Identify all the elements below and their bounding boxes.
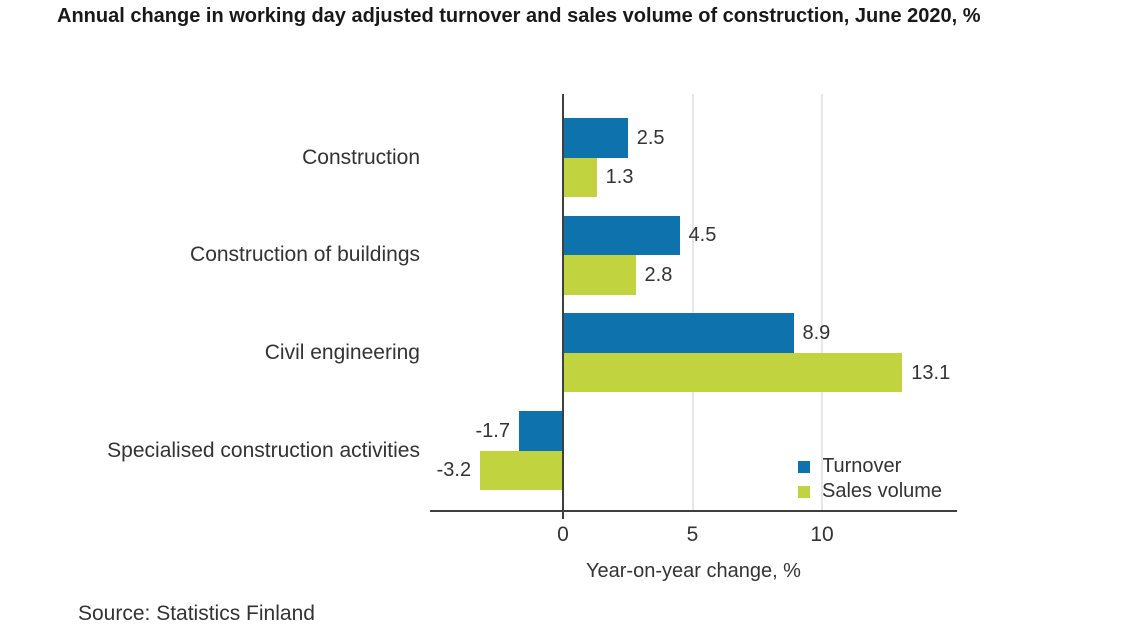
source-note: Source: Statistics Finland — [78, 602, 315, 625]
bar-turnover-civil-engineering — [563, 313, 794, 353]
category-label-construction-of-buildings: Construction of buildings — [190, 243, 420, 267]
bar-turnover-construction-of-buildings — [563, 215, 680, 256]
value-label-sales-volume-construction: 1.3 — [605, 166, 634, 189]
bar-turnover-construction — [563, 118, 628, 158]
bar-sales-volume-construction — [563, 157, 597, 197]
x-tick-label-0: 0 — [557, 523, 569, 546]
bar-sales-volume-specialised-construction-activities — [480, 450, 563, 490]
value-label-turnover-civil-engineering: 8.9 — [802, 322, 831, 345]
x-axis-line — [430, 510, 957, 512]
legend-item-sales-volume: Sales volume — [798, 479, 942, 504]
value-label-turnover-construction-of-buildings: 4.5 — [688, 224, 717, 247]
x-tick-label-5: 5 — [686, 523, 699, 546]
category-label-construction: Construction — [302, 145, 420, 169]
x-tick-label-10: 10 — [810, 523, 834, 546]
value-label-turnover-specialised-construction-activities: -1.7 — [475, 419, 510, 442]
gridline-5 — [691, 94, 694, 510]
turnover-legend-label: Turnover — [822, 455, 902, 477]
bar-sales-volume-construction-of-buildings — [563, 255, 636, 295]
gridline-10 — [821, 94, 823, 510]
chart-title: Annual change in working day adjusted tu… — [57, 5, 981, 27]
value-label-sales-volume-specialised-construction-activities: -3.2 — [436, 459, 472, 482]
value-label-sales-volume-construction-of-buildings: 2.8 — [644, 263, 673, 286]
legend: Turnover Sales volume — [798, 454, 942, 504]
category-axis: Construction Construction of buildings Civ… — [0, 94, 420, 512]
zero-axis-line — [562, 94, 564, 519]
turnover-legend-marker — [798, 460, 810, 473]
category-label-specialised-construction-activities: Specialised construction activities — [107, 438, 420, 462]
legend-item-turnover: Turnover — [798, 454, 942, 479]
sales-volume-legend-label: Sales volume — [822, 480, 943, 502]
value-label-sales-volume-civil-engineering: 13.1 — [911, 361, 951, 384]
bar-turnover-specialised-construction-activities — [518, 411, 563, 451]
category-label-civil-engineering: Civil engineering — [264, 340, 420, 364]
sales-volume-legend-marker — [798, 485, 810, 498]
x-axis-title: Year-on-year change, % — [586, 560, 801, 582]
plot-area: Year-on-year change, % Turnover Sales vo… — [430, 94, 957, 582]
value-label-turnover-construction: 2.5 — [636, 126, 665, 149]
bar-sales-volume-civil-engineering — [563, 352, 903, 393]
